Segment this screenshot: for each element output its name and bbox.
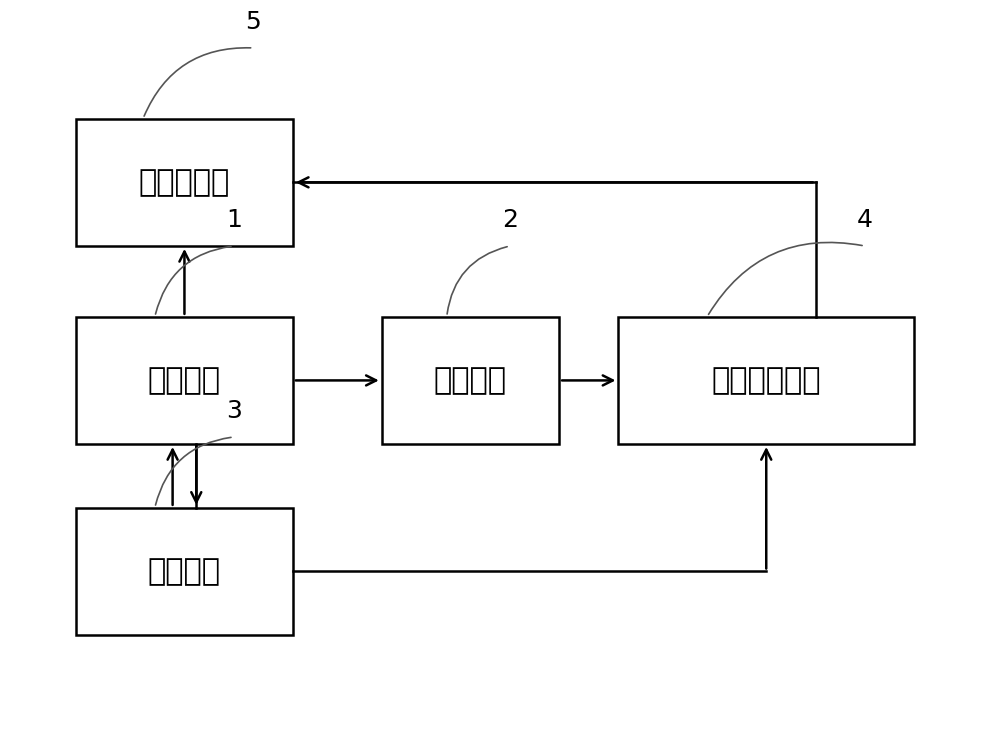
Text: 占空比模块: 占空比模块 — [139, 168, 230, 197]
Bar — [618, 317, 914, 444]
Text: 苏醒时隙模块: 苏醒时隙模块 — [712, 366, 821, 395]
Text: 4: 4 — [857, 208, 873, 232]
Bar — [76, 317, 293, 444]
Bar — [382, 317, 559, 444]
Text: 选列模块: 选列模块 — [434, 366, 507, 395]
Bar — [76, 119, 293, 246]
Text: 1: 1 — [226, 208, 242, 232]
Text: 2: 2 — [502, 208, 518, 232]
Bar — [76, 508, 293, 635]
Text: 选行模块: 选行模块 — [148, 557, 221, 586]
Text: 5: 5 — [246, 10, 261, 34]
Text: 编排模块: 编排模块 — [148, 366, 221, 395]
Text: 3: 3 — [226, 399, 242, 423]
